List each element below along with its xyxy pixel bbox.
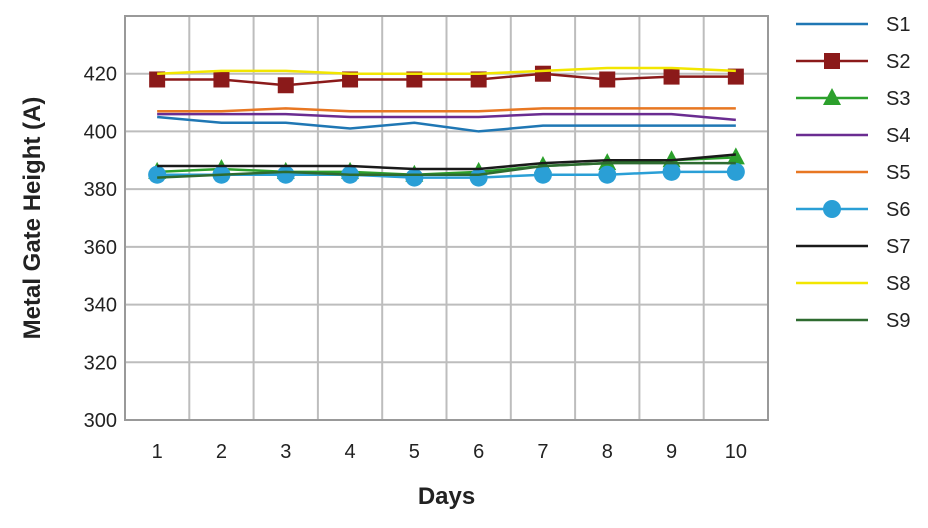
x-tick-label: 5 bbox=[409, 441, 420, 463]
legend-label: S2 bbox=[886, 51, 910, 73]
y-tick-label: 320 bbox=[84, 352, 117, 374]
series-s2 bbox=[149, 65, 744, 94]
x-tick-label: 6 bbox=[473, 441, 484, 463]
series-line-s5 bbox=[157, 107, 736, 113]
data-point bbox=[469, 168, 488, 187]
x-tick-label: 3 bbox=[280, 441, 291, 463]
data-point bbox=[406, 71, 423, 88]
legend-marker bbox=[824, 53, 840, 69]
series-s7 bbox=[157, 153, 736, 171]
series-line-s7 bbox=[157, 153, 736, 171]
data-point bbox=[148, 165, 167, 184]
legend: S1 S2 S3 S4 S5 S6 S7 S8 S9 bbox=[796, 14, 910, 332]
legend-label: S5 bbox=[886, 162, 910, 184]
y-tick-label: 420 bbox=[84, 64, 117, 86]
series-s9 bbox=[157, 161, 736, 179]
data-point bbox=[405, 168, 424, 187]
y-tick-label: 340 bbox=[84, 295, 117, 317]
series-s8 bbox=[157, 66, 736, 75]
x-axis-title: Days bbox=[418, 483, 475, 510]
x-tick-label: 8 bbox=[602, 441, 613, 463]
legend-label: S8 bbox=[886, 273, 910, 295]
data-point bbox=[726, 147, 745, 165]
legend-item-s5: S5 bbox=[796, 162, 910, 184]
series-line-s2 bbox=[157, 72, 736, 87]
series-line-s9 bbox=[157, 161, 736, 179]
series-layer bbox=[148, 65, 745, 187]
legend-item-s2: S2 bbox=[796, 51, 910, 73]
data-point bbox=[662, 162, 681, 181]
data-point bbox=[277, 77, 294, 94]
legend-item-s6: S6 bbox=[796, 199, 910, 221]
x-tick-label: 7 bbox=[537, 441, 548, 463]
data-point bbox=[533, 165, 552, 184]
data-point bbox=[726, 162, 745, 181]
y-axis-title: Metal Gate Height (A) bbox=[19, 97, 46, 340]
legend-label: S9 bbox=[886, 310, 910, 332]
data-point bbox=[149, 71, 166, 88]
legend-label: S3 bbox=[886, 88, 910, 110]
data-point bbox=[276, 165, 295, 184]
legend-item-s8: S8 bbox=[796, 273, 910, 295]
legend-item-s1: S1 bbox=[796, 14, 910, 36]
series-s5 bbox=[157, 107, 736, 113]
x-tick-label: 4 bbox=[344, 441, 355, 463]
y-tick-label: 400 bbox=[84, 121, 117, 143]
data-point bbox=[534, 65, 551, 82]
data-point bbox=[470, 71, 487, 88]
legend-label: S6 bbox=[886, 199, 910, 221]
data-point bbox=[598, 165, 617, 184]
tick-labels: 300 320 340 360 380 400 420 1 2 3 4 5 6 7 8 9 10 bbox=[84, 64, 747, 463]
legend-item-s3: S3 bbox=[796, 88, 910, 110]
x-tick-label: 10 bbox=[725, 441, 747, 463]
series-s1 bbox=[157, 115, 736, 133]
x-tick-label: 9 bbox=[666, 441, 677, 463]
y-tick-label: 360 bbox=[84, 237, 117, 259]
data-point bbox=[599, 71, 616, 88]
legend-item-s4: S4 bbox=[796, 125, 910, 147]
legend-label: S1 bbox=[886, 14, 910, 36]
x-tick-label: 1 bbox=[152, 441, 163, 463]
series-line-s6 bbox=[157, 170, 736, 179]
series-s4 bbox=[157, 112, 736, 122]
series-line-s8 bbox=[157, 66, 736, 75]
series-s6 bbox=[148, 162, 745, 187]
y-tick-label: 380 bbox=[84, 179, 117, 201]
legend-item-s7: S7 bbox=[796, 236, 910, 258]
legend-marker bbox=[823, 88, 841, 105]
x-tick-label: 2 bbox=[216, 441, 227, 463]
legend-item-s9: S9 bbox=[796, 310, 910, 332]
legend-label: S4 bbox=[886, 125, 910, 147]
series-line-s1 bbox=[157, 115, 736, 133]
data-point bbox=[663, 68, 680, 85]
legend-marker bbox=[823, 200, 841, 218]
data-point bbox=[727, 68, 744, 85]
y-tick-label: 300 bbox=[84, 410, 117, 432]
data-point bbox=[342, 71, 359, 88]
plot-area-frame bbox=[124, 15, 769, 421]
legend-label: S7 bbox=[886, 236, 910, 258]
series-line-s4 bbox=[157, 112, 736, 122]
data-point bbox=[598, 153, 617, 171]
data-point bbox=[213, 71, 230, 88]
series-line-s3 bbox=[157, 156, 736, 176]
